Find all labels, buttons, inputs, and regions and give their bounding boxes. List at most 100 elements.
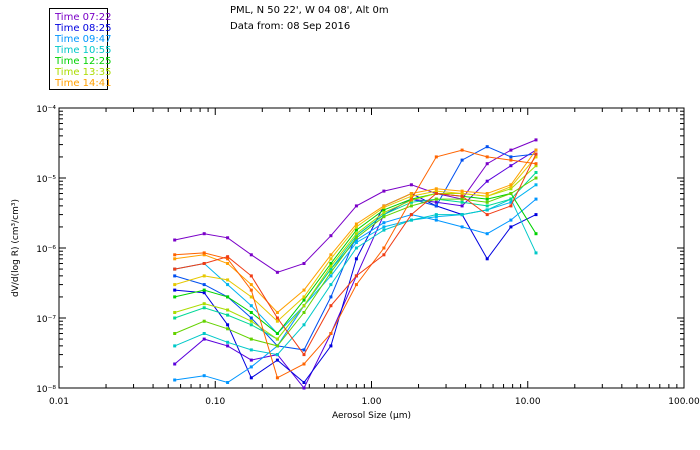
- data-point: [275, 376, 279, 380]
- data-point: [409, 192, 413, 195]
- data-point: [275, 270, 279, 274]
- data-point: [275, 319, 279, 323]
- data-point: [460, 204, 464, 208]
- data-point: [434, 187, 438, 191]
- legend-item: Time 07:22: [55, 12, 112, 23]
- data-point: [249, 274, 253, 278]
- data-point: [173, 295, 177, 299]
- data-point: [434, 197, 438, 201]
- data-point: [460, 200, 464, 204]
- legend-item: Time 12:25: [55, 56, 112, 67]
- data-point: [354, 232, 358, 236]
- data-point: [249, 295, 253, 299]
- data-point: [434, 215, 438, 219]
- data-point: [249, 311, 253, 314]
- series-line: [174, 149, 537, 389]
- data-point: [460, 189, 464, 193]
- data-point: [202, 288, 206, 292]
- data-point: [534, 251, 538, 255]
- x-tick-label: 10.00: [515, 397, 541, 407]
- data-point: [275, 353, 279, 357]
- data-point: [409, 194, 413, 198]
- data-point: [302, 323, 306, 327]
- data-point: [354, 246, 358, 250]
- data-point: [534, 138, 538, 142]
- data-point: [173, 238, 177, 242]
- data-point: [354, 274, 358, 278]
- data-point: [226, 323, 230, 327]
- data-point: [434, 204, 438, 208]
- data-point: [202, 332, 206, 335]
- data-point: [202, 253, 206, 257]
- data-point: [509, 158, 513, 162]
- data-point: [275, 344, 279, 348]
- data-point: [534, 155, 538, 159]
- data-point: [354, 236, 358, 240]
- data-point: [329, 264, 333, 268]
- data-point: [509, 200, 513, 204]
- legend-item: Time 09:47: [55, 34, 112, 45]
- data-point: [329, 283, 333, 287]
- data-point: [485, 257, 489, 261]
- y-axis-title: dV/d(log R) (cm³/cm³): [11, 199, 21, 297]
- data-point: [434, 155, 438, 159]
- data-point: [509, 192, 513, 195]
- data-point: [509, 218, 513, 222]
- data-point: [382, 246, 386, 250]
- data-point: [302, 304, 306, 308]
- data-point: [202, 291, 206, 295]
- data-point: [173, 267, 177, 271]
- data-point: [329, 262, 333, 265]
- data-point: [382, 253, 386, 257]
- data-point: [173, 257, 177, 261]
- data-point: [226, 313, 230, 317]
- data-point: [302, 288, 306, 292]
- data-point: [275, 332, 279, 335]
- data-point: [354, 238, 358, 242]
- y-tick-label: 10⁻⁷: [36, 315, 56, 325]
- data-point: [226, 308, 230, 312]
- chart-location: PML, N 50 22', W 04 08', Alt 0m: [230, 5, 389, 16]
- data-point: [460, 148, 464, 152]
- data-point: [485, 179, 489, 183]
- data-point: [534, 232, 538, 236]
- data-point: [302, 311, 306, 314]
- data-point: [382, 228, 386, 232]
- y-tick-label: 10⁻⁸: [36, 385, 56, 395]
- data-point: [249, 323, 253, 327]
- data-point: [434, 189, 438, 193]
- x-tick-label: 1.00: [361, 397, 381, 407]
- data-point: [202, 302, 206, 306]
- data-point: [302, 362, 306, 366]
- data-point: [202, 283, 206, 287]
- data-point: [354, 204, 358, 208]
- data-point: [382, 208, 386, 212]
- data-point: [485, 162, 489, 166]
- series-line: [174, 165, 537, 340]
- data-point: [173, 332, 177, 335]
- data-point: [460, 158, 464, 162]
- data-point: [434, 213, 438, 217]
- data-point: [202, 319, 206, 323]
- data-point: [249, 316, 253, 320]
- data-point: [509, 148, 513, 152]
- y-tick-label: 10⁻⁵: [36, 175, 56, 185]
- x-axis-title: Aerosol Size (μm): [332, 411, 411, 421]
- data-point: [409, 197, 413, 201]
- data-point: [460, 194, 464, 198]
- data-point: [485, 232, 489, 236]
- data-point: [534, 197, 538, 201]
- data-point: [226, 344, 230, 348]
- data-point: [173, 378, 177, 382]
- legend-item: Time 08:25: [55, 23, 112, 34]
- data-point: [460, 192, 464, 195]
- data-point: [409, 200, 413, 204]
- data-point: [173, 316, 177, 320]
- data-point: [509, 155, 513, 159]
- data-point: [249, 319, 253, 323]
- data-point: [202, 337, 206, 341]
- legend: Time 07:22 Time 08:25 Time 09:47 Time 10:55…: [49, 8, 112, 90]
- data-point: [173, 288, 177, 292]
- data-point: [534, 152, 538, 156]
